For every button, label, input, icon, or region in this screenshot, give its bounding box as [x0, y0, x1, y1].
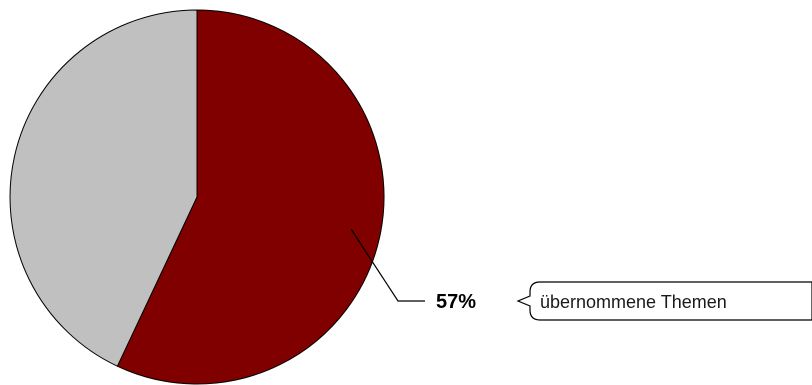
annotation-text: übernommene Themen [540, 292, 727, 312]
annotation-leader-line [350, 228, 425, 302]
slice-value-label: 57% [436, 291, 476, 313]
pie-slice-1 [116, 9, 385, 385]
pie-slices [9, 9, 385, 385]
annotation-callout-box [516, 281, 812, 321]
pie-slice-2 [9, 9, 198, 367]
